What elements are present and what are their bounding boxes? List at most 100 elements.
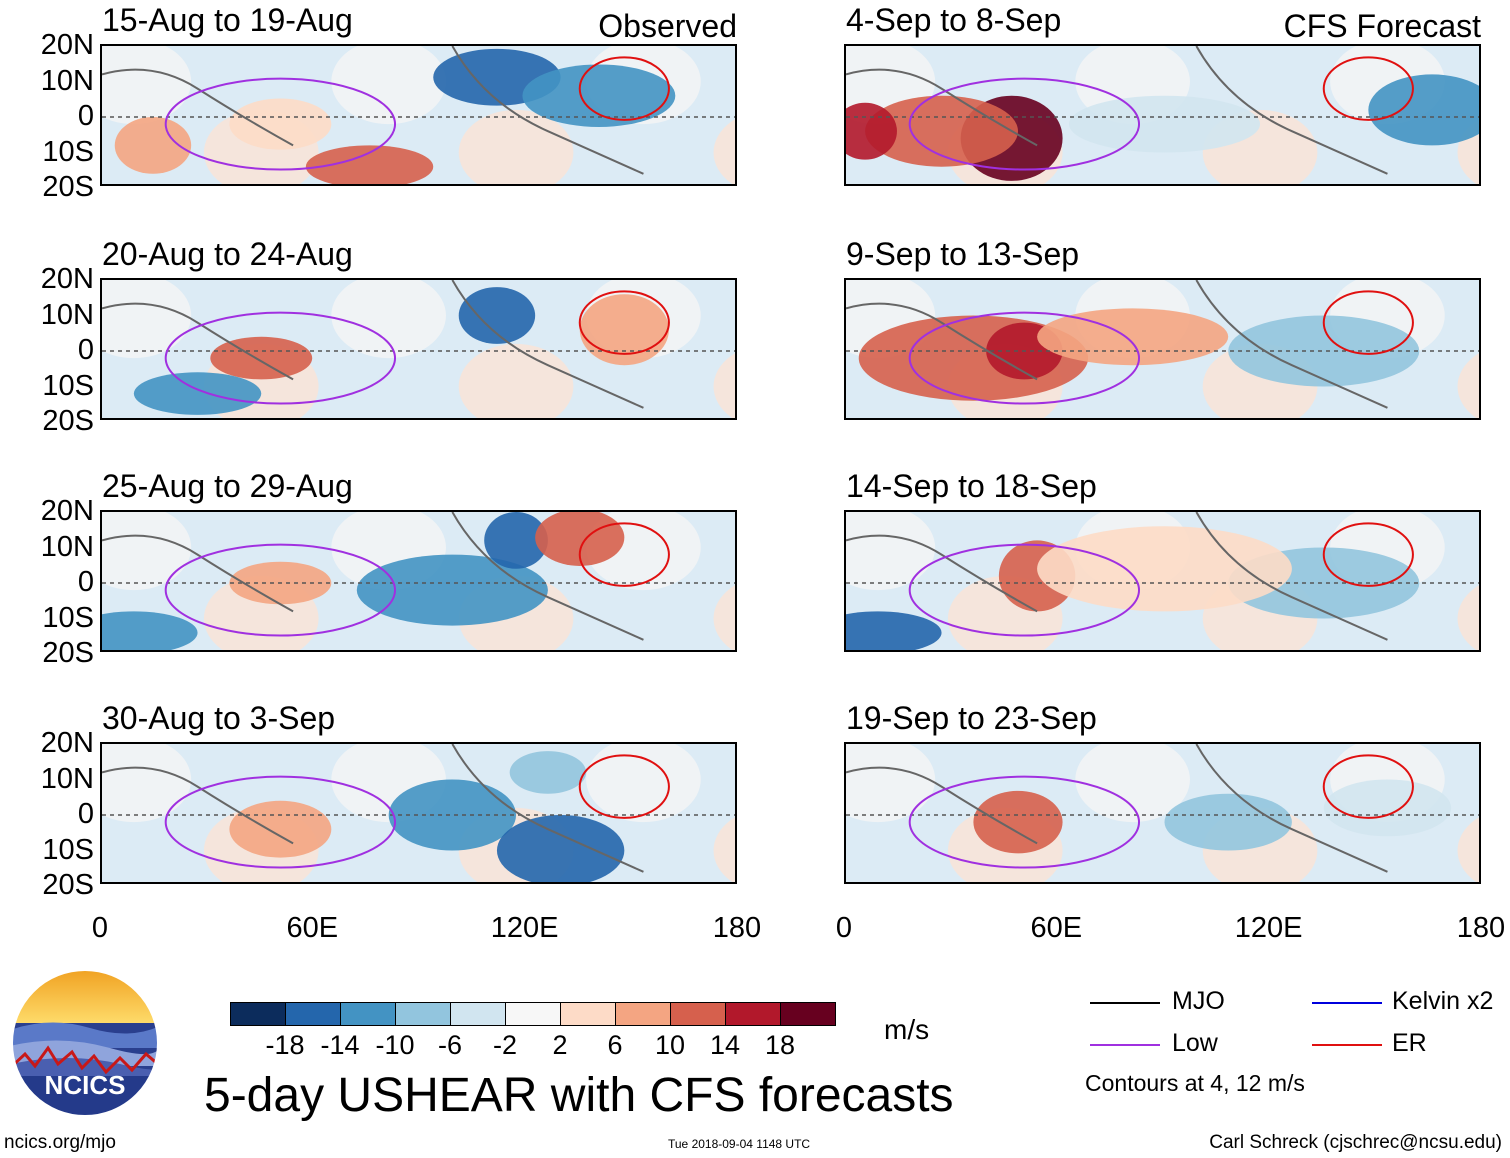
shear-anomaly-cell [846, 102, 897, 160]
shear-anomaly-patch [713, 353, 735, 418]
panel-period-title: 4-Sep to 8-Sep [846, 2, 1062, 38]
author-credit: Carl Schreck (cjschrec@ncsu.edu) [1209, 1132, 1502, 1153]
colorbar-tick-label: 18 [764, 1030, 796, 1060]
contour-note: Contours at 4, 12 m/s [1085, 1070, 1305, 1096]
colorbar-tick-label: 2 [552, 1030, 568, 1060]
coastline [846, 280, 1388, 409]
shear-anomaly-patch [1457, 353, 1479, 418]
shear-map [100, 278, 737, 420]
timestamp: Tue 2018-09-04 1148 UTC [668, 1137, 811, 1151]
shear-anomaly-cell [210, 336, 313, 380]
shear-map [100, 742, 737, 884]
colorbar-swatch [285, 1002, 341, 1026]
shear-anomaly-patch [458, 343, 574, 418]
shear-anomaly-cell [114, 117, 192, 174]
shear-anomaly-patch [331, 46, 446, 125]
shear-map [100, 510, 737, 652]
coastline [102, 744, 644, 873]
low-contour [164, 311, 397, 405]
coastline [846, 512, 1388, 641]
colorbar-tick-label: -18 [265, 1030, 305, 1060]
panel-period-title: 9-Sep to 13-Sep [846, 236, 1080, 272]
shear-anomaly-cell [305, 145, 434, 184]
x-tick-label: 180 [1456, 912, 1506, 944]
colorbar-tick-label: -14 [320, 1030, 360, 1060]
colorbar-tick-label: 6 [607, 1030, 623, 1060]
y-tick-label: 0 [77, 566, 94, 598]
shear-map [844, 278, 1481, 420]
colorbar-swatch [670, 1002, 726, 1026]
shear-anomaly-cell [133, 372, 262, 415]
shear-anomaly-patch [586, 744, 701, 823]
y-tick-label: 20N [40, 727, 94, 759]
y-tick-label: 0 [77, 798, 94, 830]
shear-anomaly-cell [973, 790, 1063, 854]
shear-anomaly-patch [713, 119, 735, 184]
low-contour [164, 77, 397, 171]
panel-period-title: 15-Aug to 19-Aug [102, 2, 353, 38]
panel-period-title: 30-Aug to 3-Sep [102, 700, 336, 736]
ncics-logo: NCICS [11, 969, 159, 1117]
shear-anomaly-cell [458, 287, 536, 344]
legend-line-er [1312, 1044, 1382, 1046]
colorbar-tick-label: -2 [492, 1030, 517, 1060]
x-tick-label: 60E [1030, 912, 1083, 944]
shear-anomaly-patch [846, 512, 936, 591]
coastline [102, 512, 644, 641]
low-contour [908, 543, 1141, 637]
y-tick-label: 20S [42, 405, 94, 437]
shear-anomaly-cell [484, 512, 548, 569]
colorbar-swatch [615, 1002, 671, 1026]
y-tick-label: 10N [40, 762, 94, 795]
y-tick-label: 20S [42, 637, 94, 669]
colorbar-tick-label: 14 [709, 1030, 741, 1060]
y-tick-label: 20N [40, 29, 94, 61]
shear-map [844, 742, 1481, 884]
shear-anomaly-cell [1037, 308, 1229, 366]
colorbar-units: m/s [884, 1014, 930, 1045]
y-tick-label: 20N [40, 495, 94, 527]
shear-anomaly-patch [102, 744, 192, 823]
shear-anomaly-cell [388, 779, 517, 851]
shear-anomaly-cell [1228, 315, 1420, 387]
legend-label-low: Low [1172, 1029, 1218, 1057]
shear-anomaly-cell [1037, 526, 1292, 612]
shear-map [844, 510, 1481, 652]
x-tick-label: 120E [1234, 912, 1303, 944]
panel-source-tag: CFS Forecast [1283, 8, 1481, 44]
er-contour [578, 56, 670, 121]
x-tick-label: 0 [91, 912, 109, 944]
legend-line-kelvin [1312, 1002, 1382, 1004]
y-tick-label: 10S [42, 601, 94, 634]
shear-anomaly-cell [356, 554, 548, 626]
shear-anomaly-cell [865, 95, 1018, 167]
shear-anomaly-cell [579, 294, 669, 366]
shear-anomaly-cell [846, 611, 942, 650]
coastline [102, 46, 644, 175]
shear-anomaly-cell [522, 64, 676, 127]
er-contour [578, 290, 670, 355]
x-tick-label: 120E [490, 912, 559, 944]
colorbar-tick-label: 10 [654, 1030, 686, 1060]
site-link[interactable]: ncics.org/mjo [4, 1132, 116, 1153]
shear-anomaly-patch [713, 817, 735, 882]
shear-anomaly-cell [229, 98, 332, 150]
y-tick-label: 10N [40, 64, 94, 97]
shear-anomaly-patch [458, 109, 574, 184]
er-contour [1322, 754, 1414, 819]
colorbar-swatch [230, 1002, 286, 1026]
coastline [846, 744, 1388, 873]
legend-label-kelvin: Kelvin x2 [1392, 987, 1494, 1015]
colorbar-swatch [725, 1002, 781, 1026]
shear-anomaly-patch [102, 280, 192, 359]
chart-title: 5-day USHEAR with CFS forecasts [204, 1069, 954, 1122]
er-contour [578, 754, 670, 819]
legend-line-mjo [1090, 1002, 1160, 1004]
y-tick-label: 10N [40, 298, 94, 331]
colorbar-swatch [560, 1002, 616, 1026]
panel-period-title: 14-Sep to 18-Sep [846, 468, 1097, 504]
y-tick-label: 20S [42, 171, 94, 203]
y-tick-label: 10S [42, 833, 94, 866]
y-tick-label: 20S [42, 869, 94, 901]
er-contour [1322, 522, 1414, 587]
